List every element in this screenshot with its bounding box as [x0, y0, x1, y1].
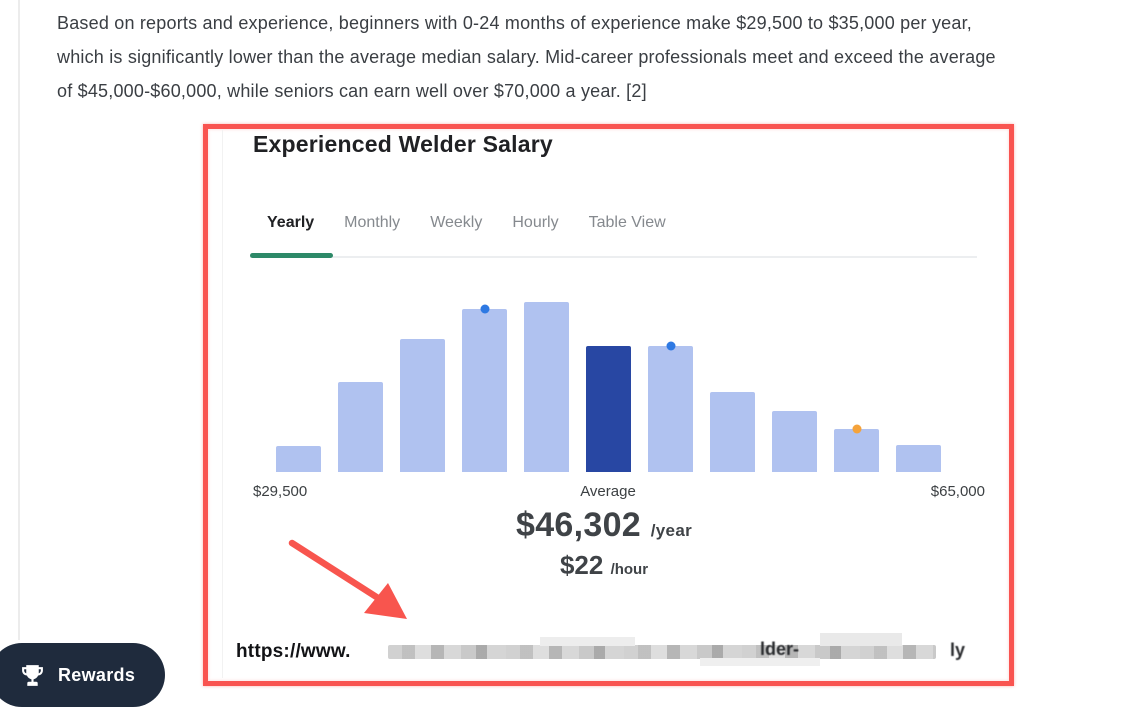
- url-fragment: ly: [950, 640, 966, 660]
- tab-hourly[interactable]: Hourly: [512, 214, 559, 231]
- tab-yearly[interactable]: Yearly: [267, 214, 315, 231]
- average-yearly-salary: $46,302 /year: [204, 506, 1004, 545]
- tab-weekly[interactable]: Weekly: [430, 214, 483, 231]
- tab-track: [250, 256, 977, 258]
- orange-marker-dot: [852, 424, 861, 434]
- url-fragment: lder-: [760, 639, 800, 659]
- histogram-bar[interactable]: [462, 304, 507, 472]
- average-hourly-salary: $22 /hour: [204, 550, 1004, 581]
- average-salary-block: $46,302 /year $22 /hour: [204, 506, 1004, 581]
- histogram-bar[interactable]: [772, 411, 817, 472]
- axis-min-label: $29,500: [253, 483, 308, 500]
- annotation-highlight-box: [203, 124, 1014, 686]
- rewards-button[interactable]: Rewards: [0, 643, 166, 707]
- salary-view-tabs: Yearly Monthly Weekly Hourly Table View: [267, 214, 666, 232]
- widget-title: Experienced Welder Salary: [253, 131, 553, 157]
- histogram-bar[interactable]: [524, 302, 569, 472]
- histogram-bar[interactable]: [710, 392, 755, 472]
- histogram-bar[interactable]: [896, 445, 941, 472]
- annotation-arrow-icon: [288, 539, 407, 619]
- histogram-bar[interactable]: [834, 424, 879, 472]
- body-paragraph: Based on reports and experience, beginne…: [57, 6, 996, 108]
- average-yearly-unit: /year: [650, 521, 692, 540]
- card-left-divider: [222, 130, 223, 678]
- indent-guide-line: [18, 0, 20, 640]
- histogram-bar[interactable]: [338, 382, 383, 472]
- redacted-url-blur: [388, 645, 936, 659]
- blue-marker-dot: [480, 304, 489, 314]
- tab-monthly[interactable]: Monthly: [344, 214, 401, 231]
- paragraph-line: which is significantly lower than the av…: [57, 47, 996, 67]
- redacted-url-blur: [700, 658, 820, 666]
- salary-histogram: [276, 302, 944, 472]
- tab-table-view[interactable]: Table View: [588, 214, 666, 231]
- histogram-bar[interactable]: [400, 339, 445, 472]
- axis-max-label: $65,000: [930, 483, 985, 500]
- histogram-bar-average[interactable]: [586, 346, 631, 472]
- histogram-bar[interactable]: [276, 446, 321, 472]
- paragraph-line: Based on reports and experience, beginne…: [57, 13, 972, 33]
- trophy-icon: [22, 664, 43, 686]
- histogram-bar[interactable]: [648, 341, 693, 472]
- rewards-label: Rewards: [58, 664, 136, 685]
- average-yearly-value: $46,302: [516, 506, 642, 544]
- blue-marker-dot: [666, 341, 675, 351]
- redacted-url-blur: [540, 637, 635, 646]
- paragraph-line: of $45,000-$60,000, while seniors can ea…: [57, 81, 647, 101]
- axis-average-label: Average: [580, 483, 636, 500]
- redacted-url-blur: [820, 633, 902, 646]
- active-tab-underline: [250, 253, 333, 258]
- average-hourly-value: $22: [559, 550, 604, 580]
- average-hourly-unit: /hour: [610, 561, 649, 578]
- source-url[interactable]: https://www.: [236, 641, 351, 662]
